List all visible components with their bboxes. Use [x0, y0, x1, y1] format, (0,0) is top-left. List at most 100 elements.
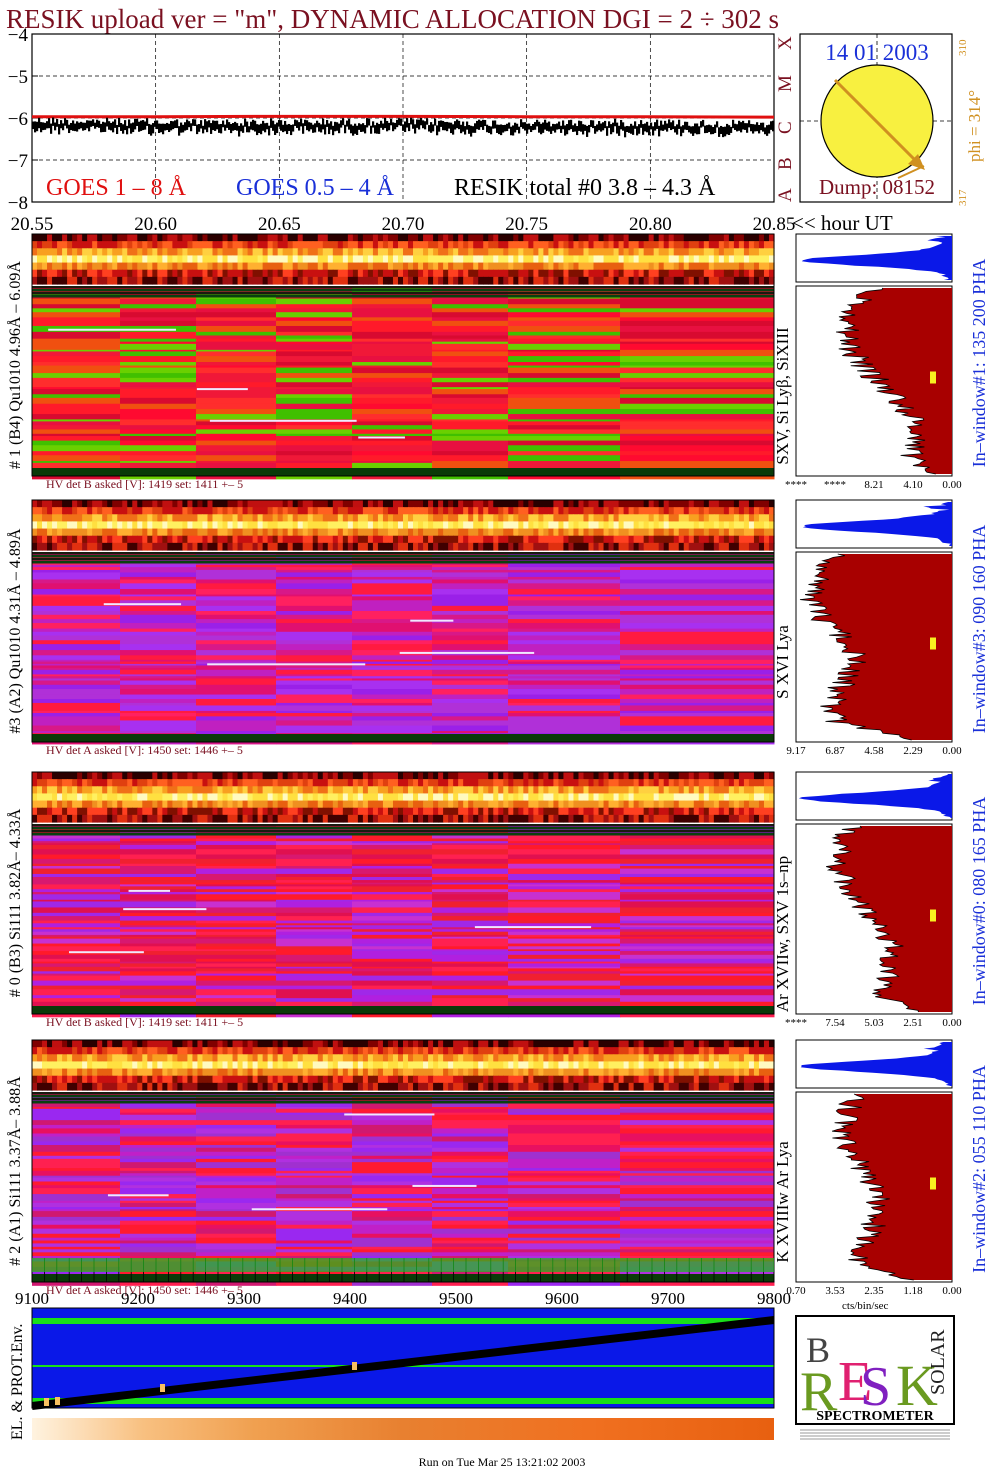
strip-cell [473, 263, 479, 271]
strip-cell [563, 263, 569, 271]
strip-cell [273, 507, 279, 515]
strip-cell [403, 248, 409, 256]
strip-cell [483, 793, 489, 801]
resik-total-mark [134, 119, 136, 130]
strip-cell [112, 779, 118, 787]
strip-cell [704, 786, 710, 794]
strip-cell [533, 793, 539, 801]
strip-cell [353, 779, 359, 787]
strip-cell [438, 786, 444, 794]
strip-cell [724, 507, 730, 515]
strip-cell [403, 808, 409, 816]
strip-cell [649, 521, 655, 529]
strip-cell [303, 507, 309, 515]
strip-cell [393, 529, 399, 537]
strip-cell [132, 779, 138, 787]
strip-cell [67, 793, 73, 801]
strip-cell [629, 815, 635, 823]
strip-cell [583, 255, 589, 263]
strip-cell [513, 500, 519, 508]
spectrogram-band [352, 670, 433, 675]
spectrogram-band [352, 866, 433, 869]
strip-cell [589, 241, 595, 249]
strip-cell [313, 808, 319, 816]
spectrogram-band [352, 368, 433, 374]
spectrogram-band [352, 321, 433, 327]
strip-cell [177, 1040, 183, 1048]
strip-cell [333, 277, 339, 285]
strip-cell [318, 536, 324, 544]
strip-cell [729, 248, 735, 256]
spectrogram-band [120, 720, 197, 726]
spectrogram-band [352, 976, 433, 981]
strip-cell [453, 270, 459, 278]
strip-cell [268, 801, 274, 809]
strip-cell [97, 514, 103, 522]
strip-cell [187, 270, 193, 278]
spectrogram-band [620, 389, 775, 395]
strip-cell [408, 779, 414, 787]
strip-cell [443, 234, 449, 242]
spectrogram-band [120, 901, 197, 907]
strip-cell [604, 241, 610, 249]
spectrogram-band [508, 451, 621, 455]
strip-cell [664, 507, 670, 515]
spectrogram-band [276, 600, 353, 606]
strip-cell [478, 234, 484, 242]
strip-cell [553, 514, 559, 522]
strip-cell [669, 529, 675, 537]
strip-cell [228, 270, 234, 278]
strip-cell [498, 248, 504, 256]
strip-cell [218, 779, 224, 787]
strip-cell [679, 793, 685, 801]
strip-cell [548, 793, 554, 801]
strip-cell [684, 536, 690, 544]
strip-cell [112, 241, 118, 249]
strip-cell [363, 521, 369, 529]
strip-cell [283, 536, 289, 544]
strip-cell [107, 793, 113, 801]
resik-total-mark [316, 121, 318, 128]
strip-cell [423, 801, 429, 809]
strip-cell [639, 543, 645, 551]
strip-cell [518, 507, 524, 515]
resik-total-mark [652, 126, 654, 135]
strip-cell [619, 500, 625, 508]
strip-cell [589, 270, 595, 278]
strip-cell [719, 801, 725, 809]
strip-cell [122, 786, 128, 794]
strip-cell [483, 786, 489, 794]
strip-cell [533, 801, 539, 809]
strip-cell [338, 1040, 344, 1048]
strip-cell [308, 536, 314, 544]
spectrogram-band [276, 611, 353, 615]
strip-cell [619, 270, 625, 278]
strip-cell [157, 543, 163, 551]
strip-cell [428, 241, 434, 249]
strip-cell [573, 277, 579, 285]
strip-cell [233, 263, 239, 271]
spectrogram-band [620, 720, 775, 726]
strip-cell [288, 808, 294, 816]
strip-cell [172, 234, 178, 242]
strip-cell [644, 277, 650, 285]
resik-total-mark [40, 122, 42, 132]
strip-cell [508, 241, 514, 249]
strip-cell [82, 277, 88, 285]
strip-cell [513, 808, 519, 816]
strip-cell [373, 507, 379, 515]
strip-cell [197, 815, 203, 823]
strip-cell [62, 270, 68, 278]
spectrogram-band [120, 567, 197, 570]
strip-cell [659, 514, 665, 522]
spectrogram-band [32, 572, 121, 577]
strip-cell [72, 514, 78, 522]
strip-cell [578, 514, 584, 522]
spectrogram-band [432, 889, 509, 892]
strip-cell [348, 248, 354, 256]
spectrogram-band [196, 971, 277, 974]
spectrogram-band [620, 600, 775, 606]
strip-cell [538, 241, 544, 249]
spectral-line-label: Ar XVIIw, SXV 1s–np [773, 856, 792, 1012]
strip-cell [694, 514, 700, 522]
